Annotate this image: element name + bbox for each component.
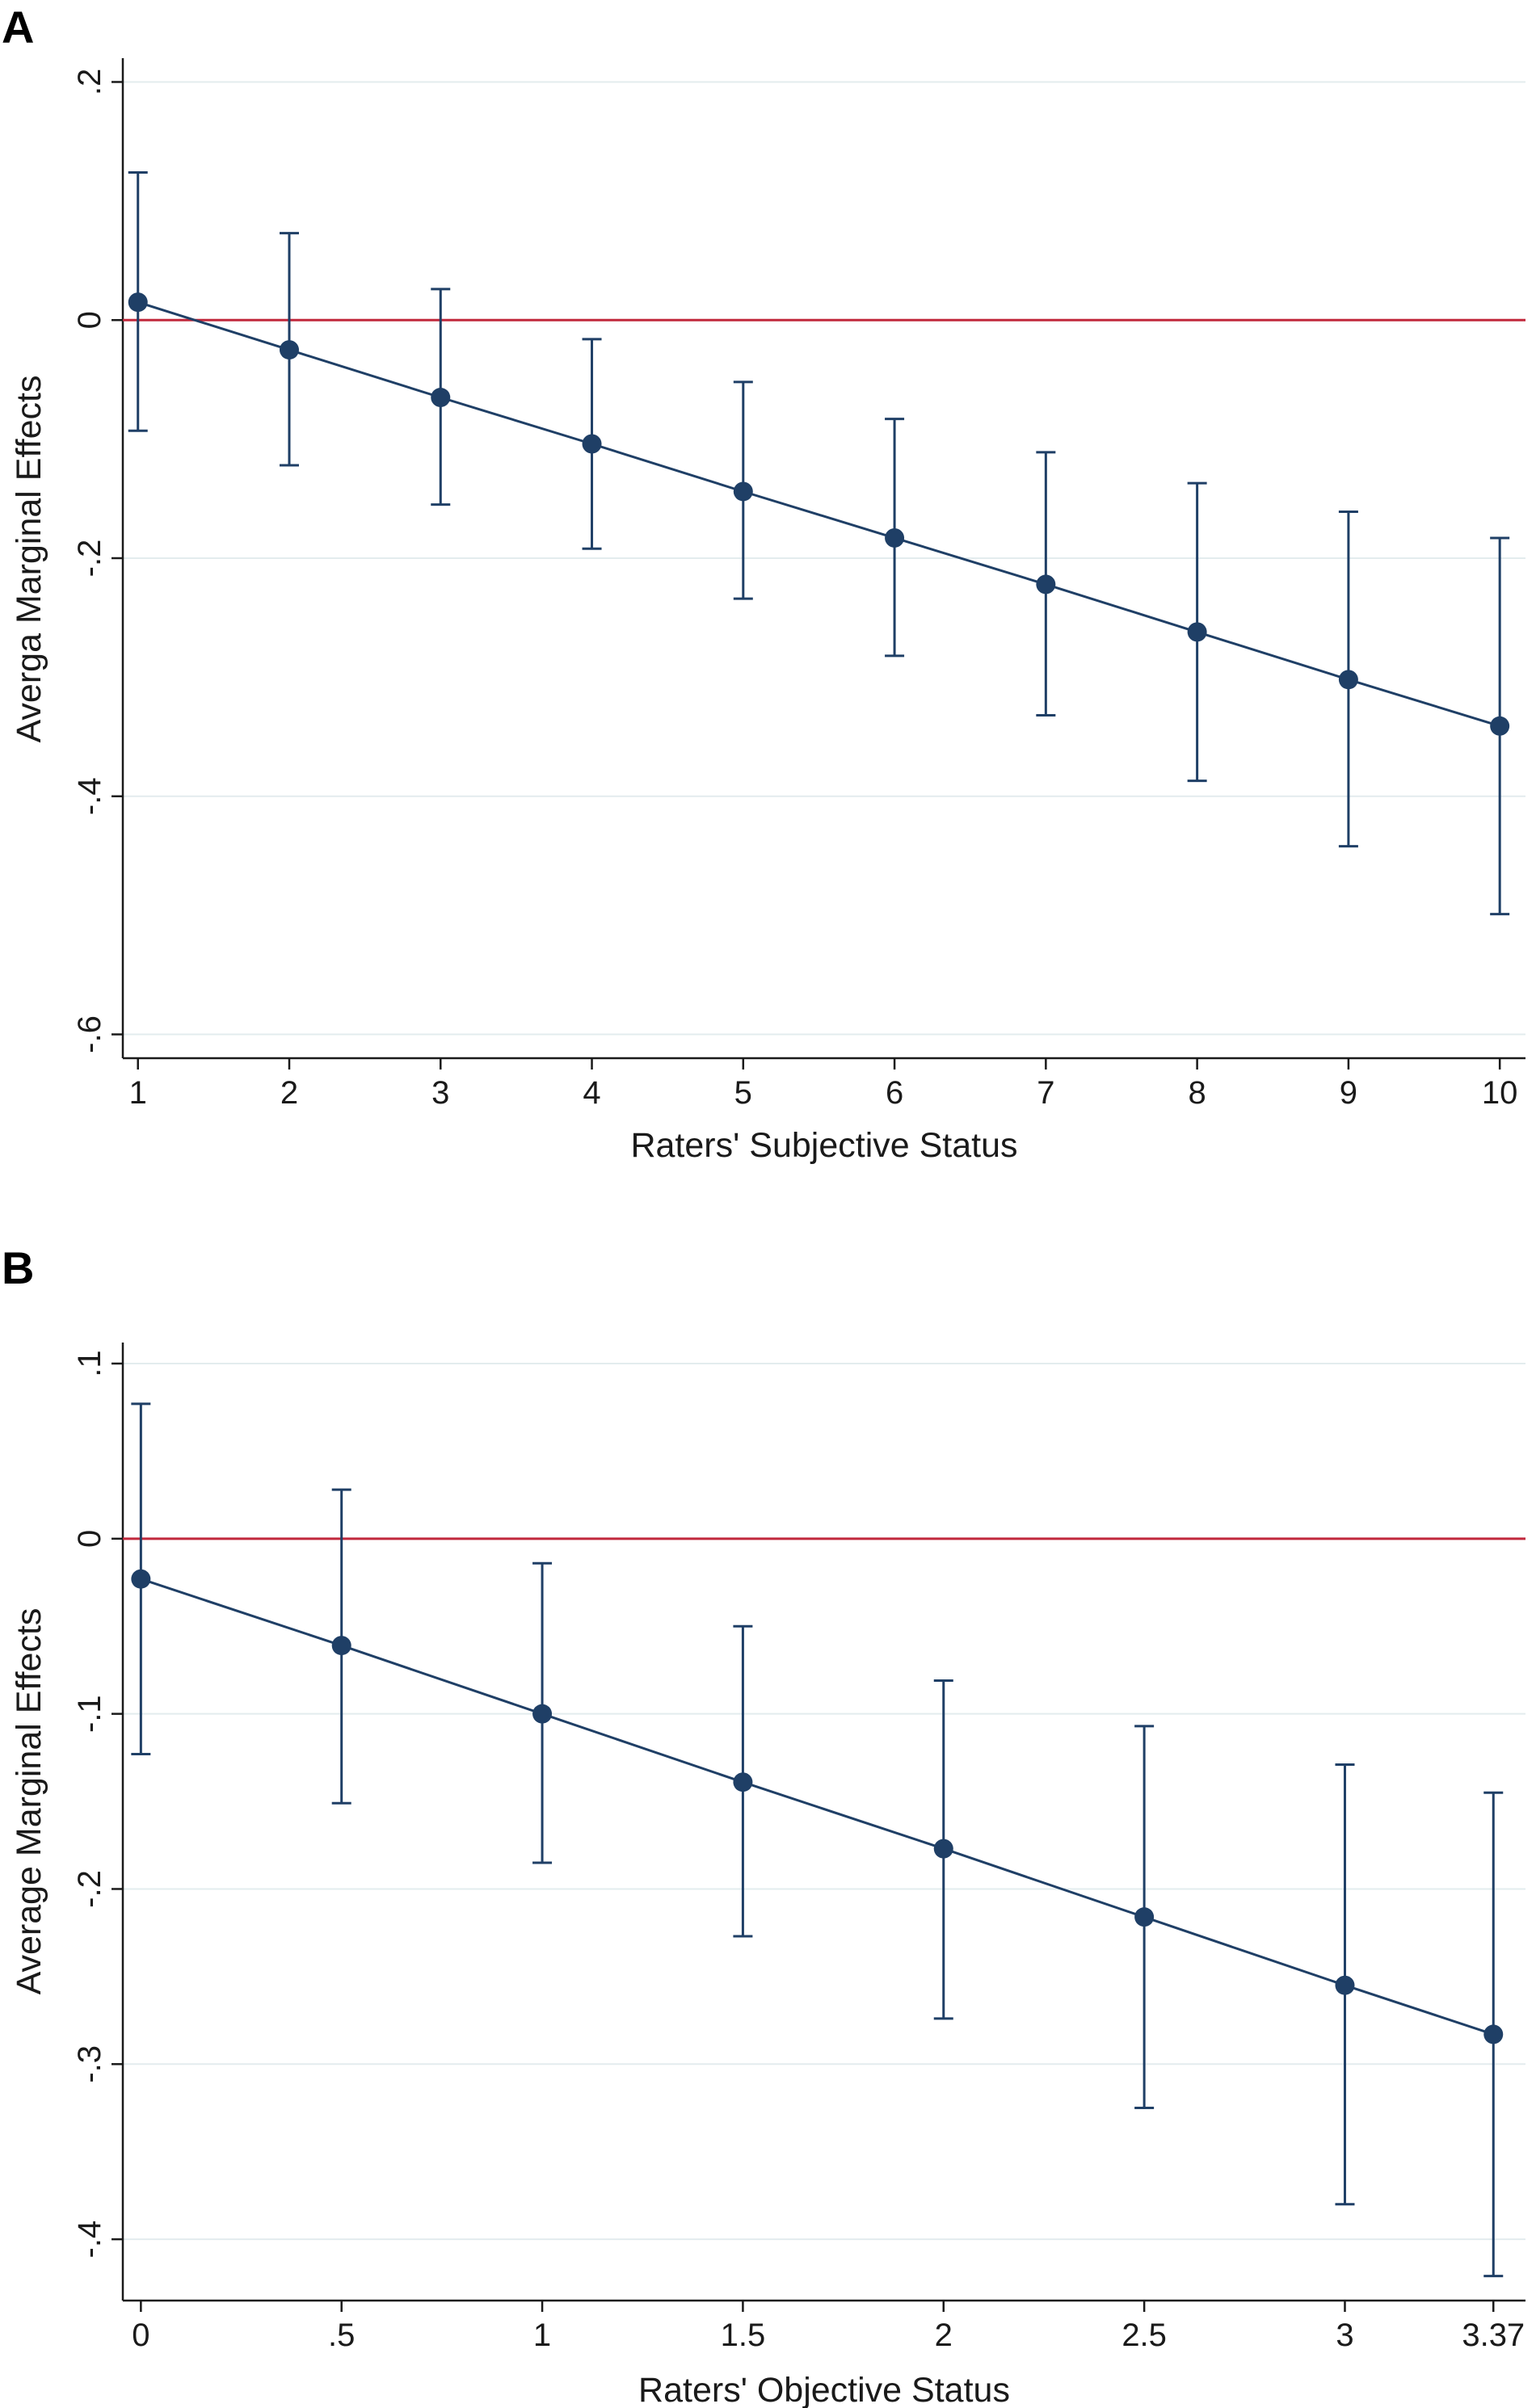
data-point-0 <box>131 1569 151 1589</box>
data-point-5 <box>1134 1907 1155 1927</box>
panel-b: B .1 0 -.1 -.2 -.3 -.4 0 .5 1 1.5 2 2.5 3 3.37 Raters'… <box>0 1204 1536 2408</box>
data-point-4 <box>733 481 753 502</box>
x-tick-label-9: 10 <box>1482 1075 1518 1111</box>
chart-a: .2 0 -.2 -.4 -.6 1 2 3 4 5 6 7 8 9 10 Raters' Subjectiv… <box>10 58 1525 1165</box>
y-ticks: .1 0 -.1 -.2 -.3 -.4 <box>72 1350 123 2258</box>
y-tick-label-2: -.1 <box>72 1695 107 1733</box>
x-tick-label-8: 9 <box>1340 1075 1357 1111</box>
y-axis-title: Average Marginal Effects <box>10 1608 48 1995</box>
panel-a: A .2 0 -.2 -.4 -.6 1 2 3 4 5 6 7 8 9 10 Raters' Subject… <box>2 2 1525 1165</box>
y-tick-label-2: -.2 <box>72 540 107 578</box>
series-line <box>137 300 1500 728</box>
x-tick-label-5: 6 <box>886 1075 903 1111</box>
x-tick-label-5: 2.5 <box>1121 2318 1167 2353</box>
x-ticks: 0 .5 1 1.5 2 2.5 3 3.37 <box>132 2301 1525 2353</box>
y-tick-label-4: -.6 <box>72 1015 107 1053</box>
series-line <box>140 1578 1494 2036</box>
y-tick-label-3: -.4 <box>72 777 107 815</box>
data-point-7 <box>1187 622 1207 642</box>
x-tick-label-2: 1 <box>533 2318 551 2353</box>
data-point-6 <box>1335 1975 1355 1995</box>
x-tick-label-1: .5 <box>328 2318 355 2353</box>
data-point-6 <box>1036 574 1056 595</box>
data-points <box>131 1569 1504 2044</box>
data-points <box>128 292 1510 736</box>
data-point-9 <box>1490 716 1510 736</box>
x-tick-label-2: 3 <box>431 1075 449 1111</box>
x-tick-label-1: 2 <box>280 1075 298 1111</box>
x-axis-title: Raters' Subjective Status <box>630 1126 1017 1165</box>
y-tick-label-0: .2 <box>72 69 107 95</box>
chart-b: .1 0 -.1 -.2 -.3 -.4 0 .5 1 1.5 2 2.5 3 3.37 Raters' O… <box>10 1343 1525 2408</box>
x-tick-label-4: 5 <box>734 1075 752 1111</box>
x-ticks: 1 2 3 4 5 6 7 8 9 10 <box>129 1058 1518 1111</box>
x-tick-label-0: 1 <box>129 1075 147 1111</box>
y-tick-label-1: 0 <box>72 1530 107 1548</box>
y-tick-label-5: -.4 <box>72 2221 107 2259</box>
x-tick-label-6: 7 <box>1037 1075 1054 1111</box>
y-tick-label-4: -.3 <box>72 2045 107 2083</box>
x-tick-label-4: 2 <box>935 2318 953 2353</box>
y-tick-label-1: 0 <box>72 311 107 329</box>
error-bars <box>131 1402 1504 2278</box>
data-point-1 <box>331 1636 351 1656</box>
panel-b-label: B <box>2 1242 35 1293</box>
data-point-2 <box>532 1704 553 1724</box>
x-tick-label-3: 4 <box>583 1075 600 1111</box>
data-point-0 <box>128 292 148 313</box>
error-bars <box>128 170 1510 916</box>
data-point-7 <box>1483 2024 1504 2044</box>
data-point-2 <box>431 388 451 408</box>
gridlines <box>123 1363 1525 2241</box>
x-tick-label-7: 8 <box>1188 1075 1206 1111</box>
y-tick-label-3: -.2 <box>72 1870 107 1908</box>
x-tick-label-7: 3.37 <box>1462 2318 1525 2353</box>
gridlines <box>123 81 1525 1036</box>
x-axis-title: Raters' Objective Status <box>638 2371 1010 2408</box>
x-tick-label-0: 0 <box>132 2318 149 2353</box>
data-point-3 <box>582 434 602 454</box>
data-point-3 <box>733 1772 753 1792</box>
y-ticks: .2 0 -.2 -.4 -.6 <box>72 69 123 1053</box>
y-axis-title: Averga Marginal Effects <box>10 376 48 743</box>
data-point-8 <box>1338 670 1358 690</box>
panel-a-label: A <box>2 2 35 53</box>
data-point-5 <box>885 527 905 548</box>
y-tick-label-0: .1 <box>72 1350 107 1376</box>
data-point-4 <box>933 1839 953 1859</box>
data-point-1 <box>279 340 299 360</box>
x-tick-label-3: 1.5 <box>721 2318 766 2353</box>
x-tick-label-6: 3 <box>1336 2318 1353 2353</box>
